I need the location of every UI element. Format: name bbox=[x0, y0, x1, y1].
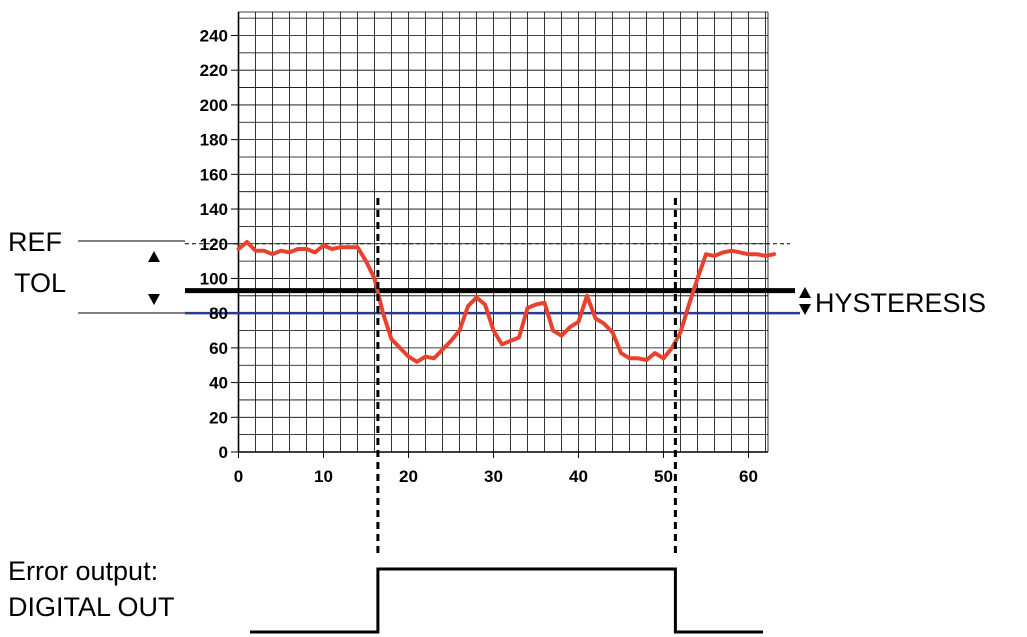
ref-label: REF bbox=[8, 227, 62, 257]
hysteresis-label: HYSTERESIS bbox=[815, 288, 986, 318]
signal-line bbox=[236, 240, 776, 364]
y-tick-label: 200 bbox=[200, 96, 228, 115]
x-tick-label: 10 bbox=[314, 467, 333, 486]
side-annotations: REF TOL HYSTERESIS Error output: DIGITAL… bbox=[8, 227, 986, 622]
y-tick-label: 40 bbox=[209, 374, 228, 393]
y-tick-label: 60 bbox=[209, 339, 228, 358]
y-tick-label: 160 bbox=[200, 165, 228, 184]
grid bbox=[231, 11, 769, 458]
y-tick-label: 100 bbox=[200, 269, 228, 288]
y-tick-label: 240 bbox=[200, 27, 228, 46]
hysteresis-down-arrow-icon bbox=[799, 304, 811, 315]
digital-out-line bbox=[250, 567, 763, 634]
x-tick-label: 20 bbox=[399, 467, 418, 486]
plot-area bbox=[238, 12, 768, 452]
tol-down-arrow-icon bbox=[148, 294, 160, 305]
x-tick-label: 60 bbox=[739, 467, 758, 486]
signal-series bbox=[236, 240, 776, 364]
y-tick-label: 220 bbox=[200, 61, 228, 80]
y-tick-label: 180 bbox=[200, 131, 228, 150]
y-tick-label: 0 bbox=[219, 443, 228, 462]
digital-out-label: DIGITAL OUT bbox=[8, 592, 175, 622]
x-tick-label: 50 bbox=[654, 467, 673, 486]
x-tick-label: 30 bbox=[484, 467, 503, 486]
error-output-label: Error output: bbox=[8, 556, 158, 586]
tol-up-arrow-icon bbox=[148, 251, 160, 262]
tol-label: TOL bbox=[14, 268, 66, 298]
digital-output-trace bbox=[250, 567, 763, 634]
x-tick-label: 0 bbox=[234, 467, 243, 486]
x-tick-labels: 0 10 20 30 40 50 60 bbox=[234, 467, 758, 486]
y-tick-labels: 0 20 40 60 80 100 120 140 160 180 200 220 240 bbox=[200, 27, 228, 462]
y-tick-label: 140 bbox=[200, 200, 228, 219]
hysteresis-up-arrow-icon bbox=[799, 287, 811, 298]
y-tick-label: 120 bbox=[200, 235, 228, 254]
x-tick-label: 40 bbox=[569, 467, 588, 486]
y-tick-label: 80 bbox=[209, 304, 228, 323]
y-tick-label: 20 bbox=[209, 408, 228, 427]
